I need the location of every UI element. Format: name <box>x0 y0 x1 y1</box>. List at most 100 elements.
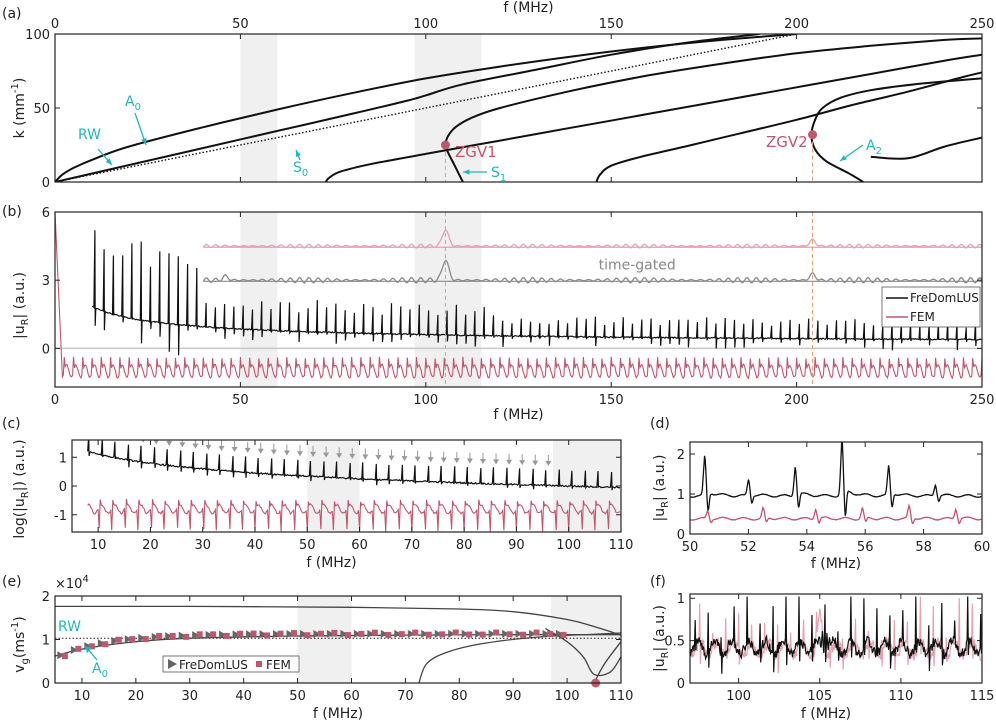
fredomlus-point <box>313 629 321 638</box>
resonance-arrow-head <box>218 445 225 451</box>
fem-point <box>439 631 446 638</box>
fredomlus-point <box>340 629 348 638</box>
resonance-arrow-head <box>283 450 290 456</box>
annotation-zgv2: ZGV2 <box>766 133 808 151</box>
resonance-arrow-head <box>88 427 94 432</box>
shaded-band-a-0 <box>240 34 278 182</box>
legend-swatch-fem <box>256 661 262 667</box>
x-tick-label: 150 <box>599 17 624 32</box>
fem-point <box>385 631 392 638</box>
y-tick-label: 1 <box>42 634 50 649</box>
x-tick-label: 100 <box>556 538 581 553</box>
fredomlus-point <box>475 629 483 638</box>
y-axis-label-f: |uR| (a.u.) <box>652 605 671 672</box>
panel-a-axes: 0 50 100 150 200 250 0 50 100 <box>25 17 994 191</box>
fredomlus-point <box>246 630 254 639</box>
resonance-arrow-head <box>101 431 107 436</box>
y-tick-label: 100 <box>25 28 50 43</box>
fredomlus-point <box>138 633 146 642</box>
panel-b-curves <box>55 212 982 380</box>
y-axis-label-c: log(|uR|) (a.u.) <box>12 439 31 538</box>
x-tick-label: 200 <box>784 17 809 32</box>
y-tick-label: 2 <box>42 590 50 605</box>
resonance-arrow-head <box>310 451 317 457</box>
fredomlus-point <box>151 632 159 641</box>
x-tick-label: 70 <box>404 538 421 553</box>
zgv-marker-ZGV2 <box>808 130 818 140</box>
fem-point <box>210 631 217 638</box>
resonance-arrow-head <box>153 440 159 445</box>
fredomlus-point <box>367 629 375 638</box>
arrow-a2-head <box>840 155 847 161</box>
x-tick-label: 105 <box>807 689 832 704</box>
x-tick-label: 30 <box>181 689 198 704</box>
panel-c-axes: 10 20 30 40 50 60 70 80 90 100 110 -1 0 1 <box>54 439 633 553</box>
panel-d-axes: 50 52 54 56 58 60 0 1 2 <box>677 441 990 555</box>
y-tick-label: 0 <box>42 677 50 692</box>
resonance-arrow-head <box>192 443 199 449</box>
fem-point <box>560 631 567 638</box>
y-tick-label: 1 <box>677 592 685 607</box>
x-tick-label: 0 <box>51 393 59 408</box>
fem-point <box>304 632 311 639</box>
fredomlus-point <box>111 636 119 645</box>
y-tick-label: 0.5 <box>664 635 685 650</box>
fem-point <box>547 631 554 638</box>
x-tick-label: 50 <box>232 393 249 408</box>
guide-curve-S0 <box>55 605 621 636</box>
x-tick-label: 52 <box>740 540 757 555</box>
x-tick-label: 100 <box>413 393 438 408</box>
resonance-arrow-head <box>427 457 434 463</box>
axes-box <box>689 441 983 535</box>
y-axis-label-e: vg(ms-1) <box>10 616 31 673</box>
resonance-arrow-head <box>440 457 447 463</box>
zgv-marker-ZGV1 <box>440 140 450 150</box>
resonance-arrow-head <box>205 444 212 450</box>
legend-label-fem: FEM <box>266 658 291 672</box>
trace-d-fredomlus <box>690 442 982 516</box>
fem-point <box>196 631 203 638</box>
x-tick-label: 20 <box>142 538 159 553</box>
fem-point <box>223 632 230 639</box>
fem-point <box>452 629 459 636</box>
arrow-s0-head <box>295 150 301 157</box>
annotation-s1: S1 <box>491 165 506 184</box>
x-tick-label: 20 <box>128 689 145 704</box>
x-axis-label-f: f (MHz) <box>801 706 851 722</box>
x-tick-label: 250 <box>970 17 995 32</box>
fem-point <box>250 630 257 637</box>
panel-f-axes: 100 105 110 115 0 0.5 1 <box>664 592 994 704</box>
scale-label-e: ×104 <box>55 574 89 592</box>
resonance-arrow-head <box>375 455 382 461</box>
annotation-rw-e: RW <box>58 619 81 635</box>
legend-b: FreDomLUS FEM <box>881 286 981 328</box>
fem-point <box>237 630 244 637</box>
resonance-arrow-head <box>479 458 486 464</box>
mode-curve-S1 <box>444 37 982 182</box>
x-tick-label: 150 <box>599 393 624 408</box>
fredomlus-point <box>529 629 537 638</box>
legend-swatch-fredomlus <box>168 659 177 669</box>
resonance-arrow-head <box>141 440 145 443</box>
shaded-band-b-0 <box>240 212 278 387</box>
x-tick-label: 90 <box>505 689 522 704</box>
fem-point <box>520 631 527 638</box>
fredomlus-point <box>434 629 442 638</box>
shaded-band-e-1 <box>550 596 621 683</box>
x-tick-label: 58 <box>915 540 932 555</box>
fem-point <box>264 632 271 639</box>
legend-label-fredomlus: FreDomLUS <box>910 291 979 305</box>
x-tick-label: 10 <box>90 538 107 553</box>
y-tick-label: 1 <box>677 488 685 503</box>
x-tick-label: 56 <box>857 540 874 555</box>
fredomlus-point <box>421 629 429 638</box>
panel-label-b: (b) <box>2 204 22 220</box>
x-axis-label-a: f (MHz) <box>503 0 553 16</box>
resonance-arrow-head <box>336 453 343 459</box>
fem-point <box>115 636 122 643</box>
fem-point <box>169 632 176 639</box>
panel-e-axes: 10 20 30 40 50 60 70 80 90 100 110 0 1 2 <box>42 590 634 704</box>
resonance-arrow-head <box>453 458 460 464</box>
y-tick-label: 0 <box>677 528 685 543</box>
x-tick-label: 80 <box>451 689 468 704</box>
